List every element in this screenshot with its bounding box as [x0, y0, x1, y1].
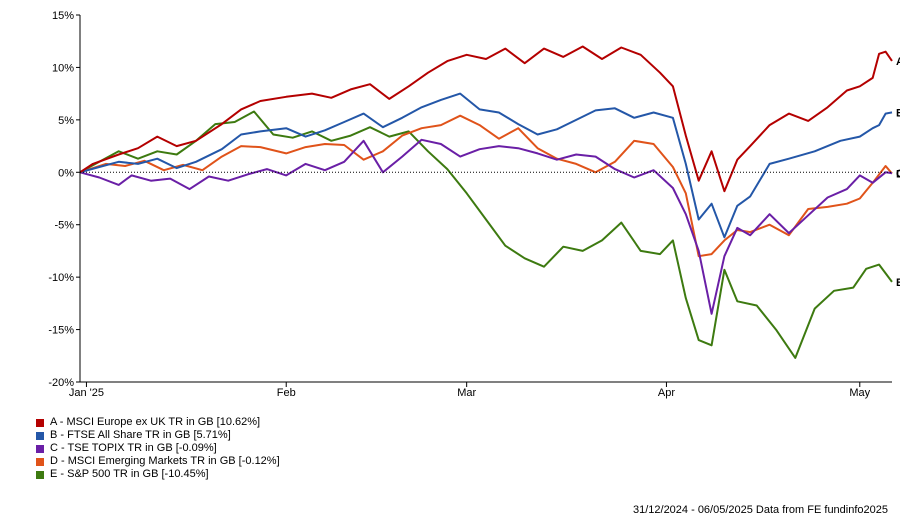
legend-swatch: [36, 457, 44, 466]
legend-item-c: C - TSE TOPIX TR in GB [-0.09%]: [36, 442, 280, 455]
legend-item-d: D - MSCI Emerging Markets TR in GB [-0.1…: [36, 455, 280, 468]
legend-swatch: [36, 418, 44, 427]
series-layer: [79, 45, 893, 359]
x-tick-label: Mar: [457, 387, 476, 399]
y-tick-label: 10%: [52, 62, 74, 74]
line-chart: 15% 10% 5% 0% -5% -10% -15% -20%Jan '25 Feb Mar Ap…: [48, 10, 900, 399]
series-end-label-c: C: [896, 168, 900, 180]
series-line-e: [79, 110, 893, 359]
end-labels-layer: A B CD E: [896, 56, 900, 289]
series-line-c: [79, 138, 893, 315]
legend-swatch: [36, 470, 44, 479]
y-tick-label: -15%: [48, 325, 74, 337]
legend-label: E - S&P 500 TR in GB [-10.45%]: [50, 468, 209, 480]
legend: A - MSCI Europe ex UK TR in GB [10.62%] B…: [36, 416, 280, 481]
legend-swatch: [36, 444, 44, 453]
series-end-label-b: B: [896, 107, 900, 119]
legend-label: A - MSCI Europe ex UK TR in GB [10.62%]: [50, 416, 261, 428]
series-line-d: [79, 114, 893, 258]
legend-label: B - FTSE All Share TR in GB [5.71%]: [50, 429, 231, 441]
legend-label: D - MSCI Emerging Markets TR in GB [-0.1…: [50, 455, 280, 467]
axes-layer: 15% 10% 5% 0% -5% -10% -15% -20%Jan '25 Feb Mar Ap…: [48, 10, 892, 399]
series-end-label-e: E: [896, 277, 900, 289]
series-end-label-d: D: [896, 169, 900, 181]
legend-item-a: A - MSCI Europe ex UK TR in GB [10.62%]: [36, 416, 280, 429]
y-tick-label: 15%: [52, 10, 74, 22]
data-source-footer: 31/12/2024 - 06/05/2025 Data from FE fun…: [632, 504, 888, 516]
y-tick-label: -10%: [48, 272, 74, 284]
series-end-label-a: A: [896, 56, 900, 68]
y-tick-label: 0%: [58, 167, 74, 179]
series-line-a: [79, 45, 893, 193]
y-tick-label: 5%: [58, 115, 74, 127]
legend-label: C - TSE TOPIX TR in GB [-0.09%]: [50, 442, 217, 454]
series-line-b: [79, 92, 893, 239]
legend-swatch: [36, 431, 44, 440]
legend-item-b: B - FTSE All Share TR in GB [5.71%]: [36, 429, 280, 442]
legend-item-e: E - S&P 500 TR in GB [-10.45%]: [36, 468, 280, 481]
x-tick-label: Apr: [658, 387, 675, 399]
y-tick-label: -5%: [54, 220, 74, 232]
x-tick-label: Feb: [277, 387, 296, 399]
x-tick-label: Jan '25: [69, 387, 104, 399]
y-tick-label: -20%: [48, 377, 74, 389]
x-tick-label: May: [849, 387, 870, 399]
